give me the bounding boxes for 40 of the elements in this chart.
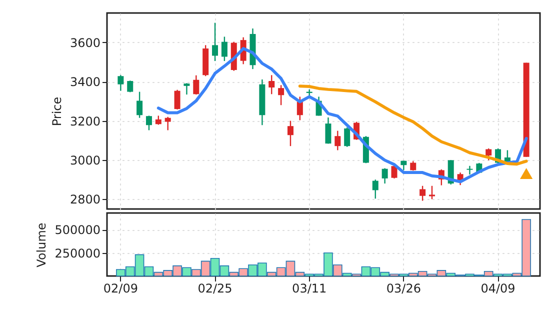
candlestick <box>344 126 350 148</box>
line-series <box>298 84 528 166</box>
candlestick <box>486 148 492 161</box>
y-tick-label: 3600 <box>70 36 100 50</box>
candlestick <box>296 96 303 121</box>
x-tick-label: 04/09 <box>480 282 516 296</box>
candlestick <box>410 160 416 172</box>
y-tick-label: 2800 <box>70 192 100 207</box>
y-tick-label: 500000 <box>54 223 100 238</box>
candlestick <box>325 116 332 144</box>
candlestick <box>287 120 294 147</box>
candlestick <box>221 36 228 62</box>
candlestick <box>382 168 388 184</box>
candlestick <box>146 115 152 131</box>
candlestick <box>420 185 426 202</box>
y-tick-label: 3400 <box>70 75 100 90</box>
candlestick <box>118 74 124 92</box>
x-tick-label: 02/25 <box>198 282 232 296</box>
candlestick <box>136 91 143 118</box>
candlestick <box>372 179 378 200</box>
candlestick <box>184 82 190 96</box>
candlestick <box>212 22 218 62</box>
candlestick <box>334 130 341 151</box>
y-axis-title: Volume <box>34 222 49 268</box>
candlestick <box>278 84 284 106</box>
candlestick <box>428 185 435 200</box>
x-tick-label: 03/11 <box>292 282 327 296</box>
candlestick <box>466 165 473 176</box>
candlestick <box>174 89 180 110</box>
y-tick-label: 250000 <box>54 246 100 260</box>
candlestick <box>457 172 464 186</box>
candlestick <box>268 74 275 95</box>
candlestick <box>164 116 171 131</box>
x-tick-label: 03/26 <box>386 282 421 296</box>
y-tick-label: 3200 <box>70 114 100 128</box>
y-tick-label: 3000 <box>70 154 100 168</box>
candlestick <box>155 115 162 126</box>
candlestick <box>193 74 200 96</box>
y-axis-title: Price <box>50 96 64 126</box>
x-tick-label: 02/09 <box>103 282 138 296</box>
